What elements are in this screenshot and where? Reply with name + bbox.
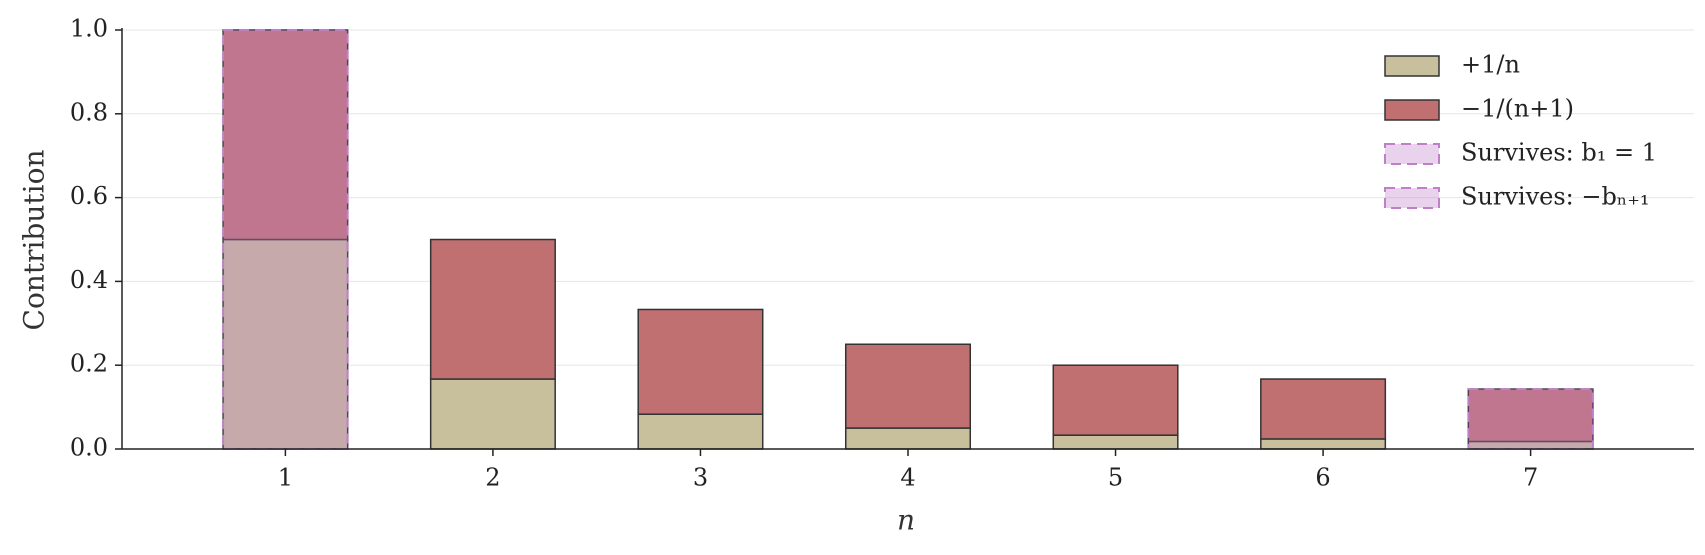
bar-segment	[844, 427, 972, 450]
survivor-overlay	[222, 29, 349, 450]
legend-swatch	[1384, 55, 1440, 77]
y-tick-label: 0.8	[70, 98, 108, 126]
x-tick-label: 7	[1523, 464, 1538, 492]
x-tick-label: 1	[278, 464, 293, 492]
survivor-overlay	[1467, 388, 1594, 451]
x-tick-label: 2	[485, 464, 500, 492]
bar-segment	[1467, 388, 1594, 443]
bar-segment	[1052, 434, 1179, 450]
legend-label: Survives: b₁ = 1	[1461, 139, 1657, 167]
x-axis-label: n	[897, 504, 915, 537]
legend-swatch	[1384, 99, 1440, 121]
bar-segment	[429, 238, 556, 380]
y-tick-label: 0.0	[70, 434, 108, 462]
y-tick-label: 1.0	[70, 15, 108, 43]
x-tick-label: 4	[900, 464, 915, 492]
bar-segment	[637, 308, 764, 415]
x-tick-label: 3	[693, 464, 708, 492]
bar-segment	[1260, 438, 1387, 450]
legend-swatch	[1384, 187, 1440, 209]
y-tick-label: 0.2	[70, 350, 108, 378]
bar-segment	[222, 238, 349, 450]
bar-segment	[844, 343, 972, 429]
bar-segment	[637, 413, 764, 450]
bar-segment	[1260, 378, 1387, 440]
y-axis-label: Contribution	[18, 150, 51, 331]
y-tick-label: 0.4	[70, 266, 108, 294]
legend-label: Survives: −bₙ₊₁	[1461, 183, 1650, 211]
legend-label: −1/(n+1)	[1461, 95, 1574, 123]
legend-swatch	[1384, 143, 1440, 165]
y-tick-label: 0.6	[70, 182, 108, 210]
bar-segment	[1052, 364, 1179, 436]
bar-segment	[222, 29, 349, 241]
bar-segment	[429, 378, 556, 450]
x-tick-label: 5	[1108, 464, 1123, 492]
x-tick-label: 6	[1315, 464, 1330, 492]
legend-label: +1/n	[1461, 51, 1520, 79]
